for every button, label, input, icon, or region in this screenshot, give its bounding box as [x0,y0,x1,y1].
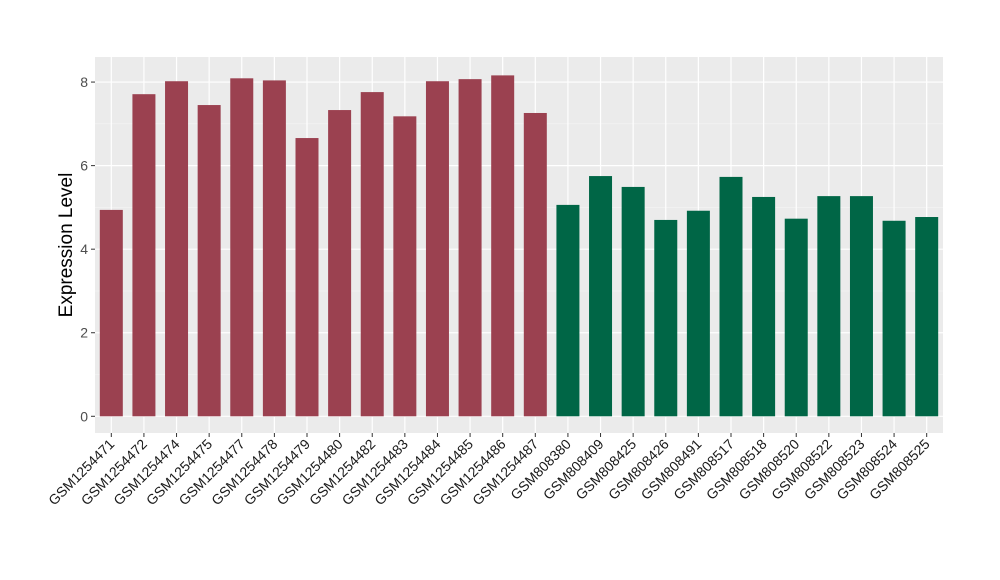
bar-GSM808525 [915,217,939,417]
bar-GSM1254477 [230,78,254,417]
bar-GSM1254471 [99,209,123,417]
y-tick-label: 2 [80,325,88,341]
y-tick-label: 4 [80,241,88,257]
bar-GSM1254479 [295,138,319,417]
bar-GSM808518 [752,196,776,417]
bar-GSM1254482 [360,92,384,417]
bar-GSM1254475 [197,105,221,417]
bar-GSM808522 [817,196,841,417]
bar-GSM1254480 [328,110,352,417]
bar-GSM808380 [556,204,580,417]
bar-GSM1254474 [165,81,189,417]
bar-GSM1254487 [523,112,547,417]
plot-panel [95,57,943,433]
y-axis-label: Expression Level [56,173,77,318]
bar-GSM808426 [654,219,678,417]
bar-GSM1254484 [425,81,449,417]
bar-GSM1254483 [393,116,417,417]
bar-GSM808520 [784,218,808,417]
bar-GSM808524 [882,220,906,417]
bar-GSM808491 [686,210,710,417]
bar-GSM808409 [589,176,613,417]
bar-GSM808523 [849,196,873,417]
y-tick-label: 0 [80,408,88,424]
bar-GSM808425 [621,186,645,417]
bar-GSM1254485 [458,79,482,417]
bar-GSM1254486 [491,75,515,417]
bar-GSM808517 [719,176,743,417]
bar-GSM1254472 [132,94,156,417]
y-tick-label: 6 [80,158,88,174]
y-tick-label: 8 [80,74,88,90]
bar-GSM1254478 [262,80,286,417]
